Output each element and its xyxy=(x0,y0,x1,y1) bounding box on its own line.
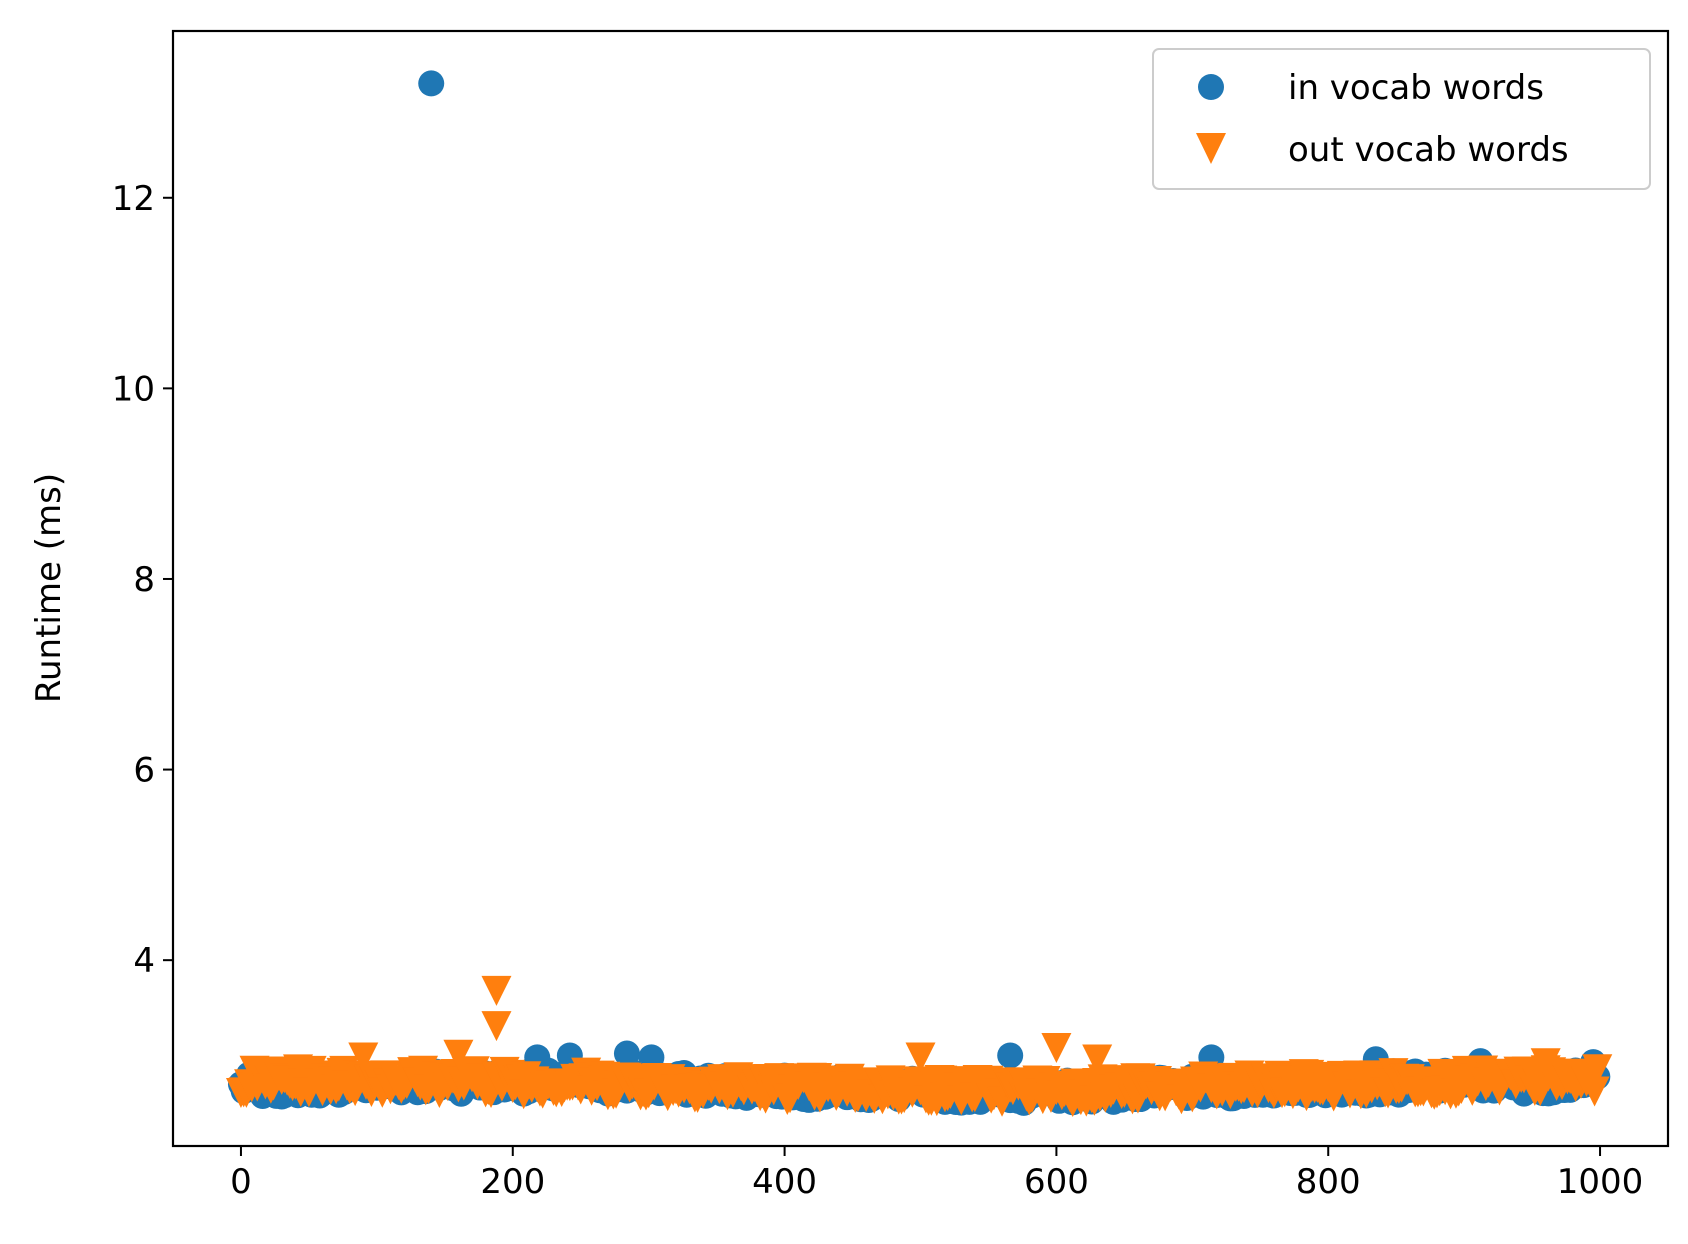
data-point-out-vocab xyxy=(481,975,512,1006)
data-point-out-vocab xyxy=(443,1039,474,1070)
y-axis-label: Runtime (ms) xyxy=(29,473,69,703)
data-point-out-vocab xyxy=(1579,1076,1610,1107)
y-tick-label: 8 xyxy=(133,560,155,600)
x-tick-label: 400 xyxy=(752,1162,817,1202)
data-point-out-vocab xyxy=(481,1011,512,1042)
legend: in vocab words out vocab words xyxy=(1152,48,1651,190)
data-point-out-vocab xyxy=(1041,1033,1072,1064)
y-tick-label: 4 xyxy=(133,941,155,981)
data-point-out-vocab xyxy=(1530,1048,1561,1079)
x-tick-label: 800 xyxy=(1296,1162,1361,1202)
x-tick-label: 1000 xyxy=(1557,1162,1644,1202)
data-point-out-vocab xyxy=(905,1042,936,1073)
x-tick-label: 200 xyxy=(480,1162,545,1202)
data-point-in-vocab xyxy=(418,70,445,97)
x-tick-label: 600 xyxy=(1024,1162,1089,1202)
legend-box xyxy=(1152,48,1651,190)
legend-marker-in-vocab xyxy=(1198,74,1224,100)
y-tick-label: 10 xyxy=(112,369,155,409)
data-point-out-vocab xyxy=(348,1042,379,1073)
x-tick-label: 0 xyxy=(230,1162,252,1202)
data-point-in-vocab xyxy=(613,1040,640,1067)
legend-label-in-vocab: in vocab words xyxy=(1288,68,1544,108)
data-point-in-vocab xyxy=(997,1042,1024,1069)
legend-label-out-vocab: out vocab words xyxy=(1288,130,1569,170)
legend-marker-out-vocab xyxy=(1196,133,1226,164)
data-point-out-vocab xyxy=(1582,1054,1613,1085)
data-point-out-vocab xyxy=(1082,1044,1113,1075)
axes-frame xyxy=(171,29,1670,1148)
y-tick-label: 6 xyxy=(133,751,155,791)
y-tick-label: 12 xyxy=(112,179,155,219)
